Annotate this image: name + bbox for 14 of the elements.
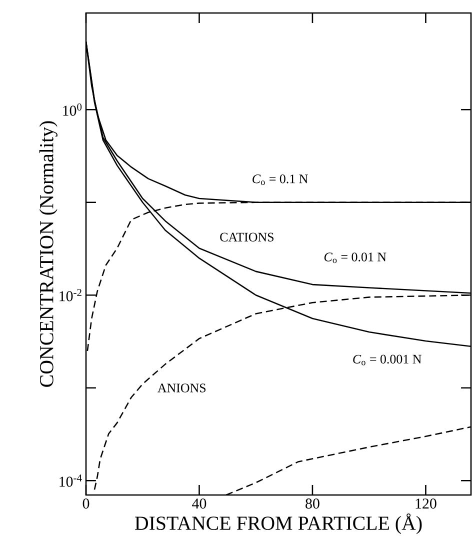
y-tick-label: 10$^{-2}$ [60, 288, 82, 302]
y-tick-label: 10$^{-4}$ [60, 474, 82, 487]
x-axis-title: DISTANCE FROM PARTICLE (Å) [134, 513, 422, 534]
y-tick-label: 10$^{0}$ [63, 103, 82, 116]
annotation: C$_{o}$ = 0.1 N [252, 174, 308, 186]
annotation: ANIONS [158, 384, 206, 392]
x-tick-label: 120 [416, 498, 436, 509]
x-tick-label: 0 [82, 498, 90, 509]
x-tick-label: 40 [192, 498, 206, 509]
x-tick-label: 80 [306, 498, 320, 509]
y-axis-title: CONCENTRATION (Normality) [39, 121, 58, 387]
annotation: C$_{o}$ = 0.01 N [324, 252, 386, 264]
annotation: CATIONS [220, 232, 274, 242]
annotation: C$_{o}$ = 0.001 N [353, 354, 422, 366]
